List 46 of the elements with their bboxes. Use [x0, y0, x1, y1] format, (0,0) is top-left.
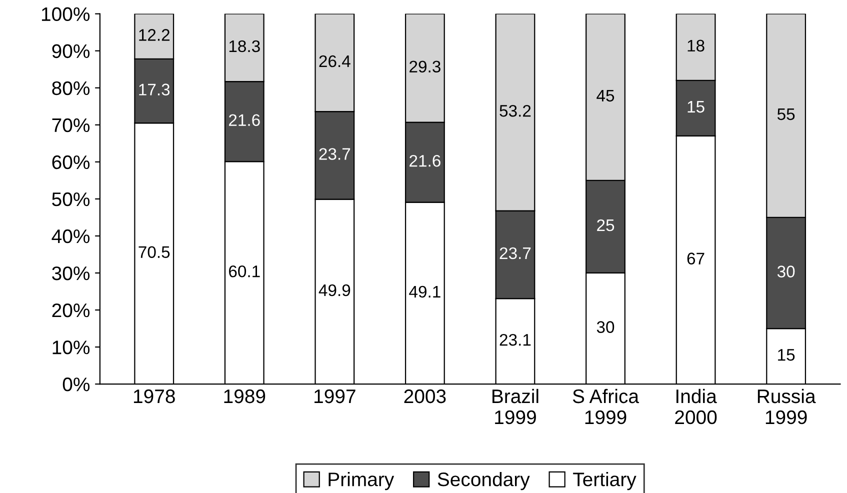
data-label: 15 [778, 349, 795, 361]
legend-label: Secondary [438, 472, 530, 490]
y-tick-label: 50% [52, 192, 90, 206]
data-label: 25 [597, 219, 614, 232]
data-label: 49.9 [318, 284, 350, 296]
data-label: 18 [688, 40, 704, 52]
data-label: 60.1 [229, 265, 260, 278]
y-tick-label: 10% [52, 340, 90, 354]
data-label: 55 [777, 108, 795, 120]
legend-label: Primary [328, 472, 394, 490]
data-label: 21.6 [410, 154, 440, 167]
data-label: 15 [688, 101, 704, 113]
data-label: 53.2 [500, 104, 531, 117]
data-label: 21.6 [229, 114, 260, 126]
y-tick-label: 80% [52, 81, 90, 96]
data-label: 29.3 [410, 60, 440, 73]
y-tick-label: 30% [52, 266, 90, 280]
data-label: 67 [687, 252, 704, 264]
x-tick-label: 1997 [314, 389, 356, 404]
data-label: 30 [777, 266, 795, 278]
data-label: 23.7 [319, 148, 350, 160]
y-tick-label: 0% [62, 378, 90, 392]
x-tick-label: India 2000 [675, 388, 717, 424]
y-tick-label: 40% [52, 229, 90, 244]
x-tick-label: 1989 [224, 389, 266, 404]
data-label: 49.1 [409, 286, 440, 298]
data-label: 30 [596, 321, 614, 333]
y-tick-label: 70% [52, 118, 90, 132]
legend-label: Tertiary [573, 472, 636, 490]
x-tick-label: Russia 1999 [758, 388, 816, 424]
data-label: 26.4 [319, 55, 350, 68]
x-tick-label: Brazil 1999 [492, 388, 538, 424]
data-label: 18.3 [229, 40, 260, 52]
data-label: 23.1 [500, 334, 531, 346]
data-label: 12.2 [139, 29, 170, 41]
x-tick-label: 2003 [404, 389, 446, 404]
x-tick-label: 1978 [134, 389, 175, 404]
y-tick-label: 100% [42, 7, 90, 22]
data-label: 70.5 [138, 246, 170, 258]
y-tick-label: 90% [52, 44, 90, 58]
data-label: 23.7 [500, 247, 531, 260]
y-tick-label: 60% [52, 155, 90, 170]
data-label: 45 [596, 90, 614, 102]
y-tick-label: 20% [52, 303, 90, 318]
x-tick-label: S Africa 1999 [572, 388, 640, 424]
data-label: 17.3 [139, 84, 170, 96]
